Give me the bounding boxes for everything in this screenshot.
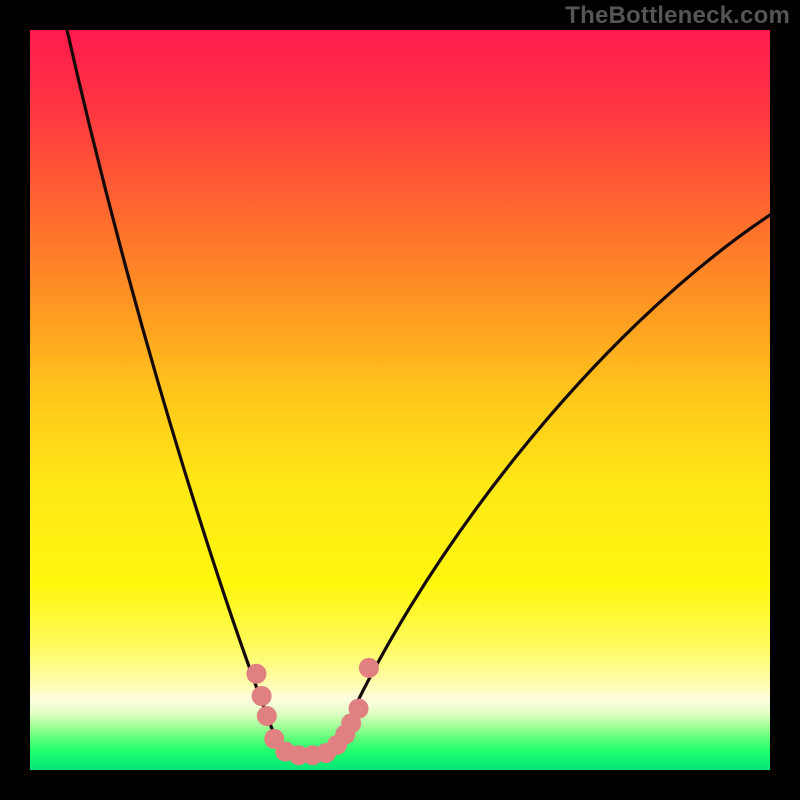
bottleneck-chart (0, 0, 800, 800)
stage: TheBottleneck.com (0, 0, 800, 800)
attribution-label: TheBottleneck.com (565, 2, 790, 30)
data-marker (359, 658, 379, 678)
data-marker (252, 686, 272, 706)
data-marker (349, 699, 369, 719)
data-marker (246, 664, 266, 684)
chart-gradient-bg (30, 30, 770, 770)
data-marker (257, 706, 277, 726)
